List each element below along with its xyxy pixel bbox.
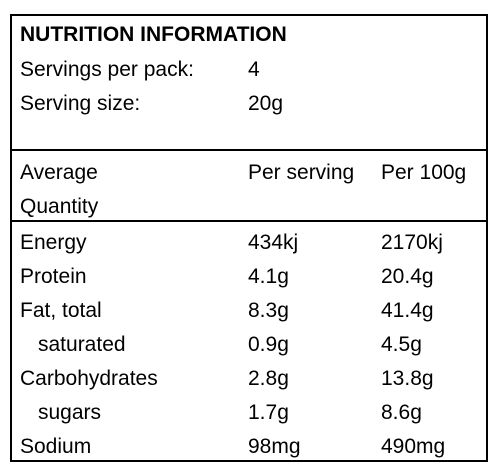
row-energy-per-100g: 2170kj [381, 231, 443, 254]
row-sodium-per-serving: 98mg [248, 435, 301, 458]
row-protein-per-100g: 20.4g [381, 265, 434, 288]
servings-per-pack-label: Servings per pack: [20, 58, 194, 81]
row-sodium-name: Sodium [20, 435, 92, 458]
header-per-100g: Per 100g [381, 161, 467, 184]
header-quantity: Quantity [20, 195, 99, 218]
row-carbohydrates-per-100g: 13.8g [381, 367, 434, 390]
row-saturated-per-100g: 4.5g [381, 333, 422, 356]
row-sodium-per-100g: 490mg [381, 435, 446, 458]
servings-per-pack-value: 4 [248, 58, 260, 81]
row-energy-per-serving: 434kj [248, 231, 299, 254]
row-fat-name: Fat, total [20, 299, 102, 322]
row-sugars-per-serving: 1.7g [248, 401, 289, 424]
row-fat-per-100g: 41.4g [381, 299, 434, 322]
section-divider [12, 149, 486, 151]
row-saturated-name: saturated [38, 333, 126, 356]
row-sugars-name: sugars [38, 401, 102, 424]
header-per-serving: Per serving [248, 161, 355, 184]
row-fat-per-serving: 8.3g [248, 299, 289, 322]
row-energy-name: Energy [20, 231, 87, 254]
header-divider [12, 220, 486, 222]
row-carbohydrates-name: Carbohydrates [20, 367, 158, 390]
panel-title: NUTRITION INFORMATION [20, 23, 287, 46]
header-average: Average [20, 161, 98, 184]
row-protein-per-serving: 4.1g [248, 265, 289, 288]
row-sugars-per-100g: 8.6g [381, 401, 422, 424]
serving-size-label: Serving size: [20, 92, 141, 115]
nutrition-panel: NUTRITION INFORMATION Servings per pack:… [10, 14, 488, 462]
row-protein-name: Protein [20, 265, 87, 288]
row-saturated-per-serving: 0.9g [248, 333, 289, 356]
serving-size-value: 20g [248, 92, 284, 115]
row-carbohydrates-per-serving: 2.8g [248, 367, 289, 390]
